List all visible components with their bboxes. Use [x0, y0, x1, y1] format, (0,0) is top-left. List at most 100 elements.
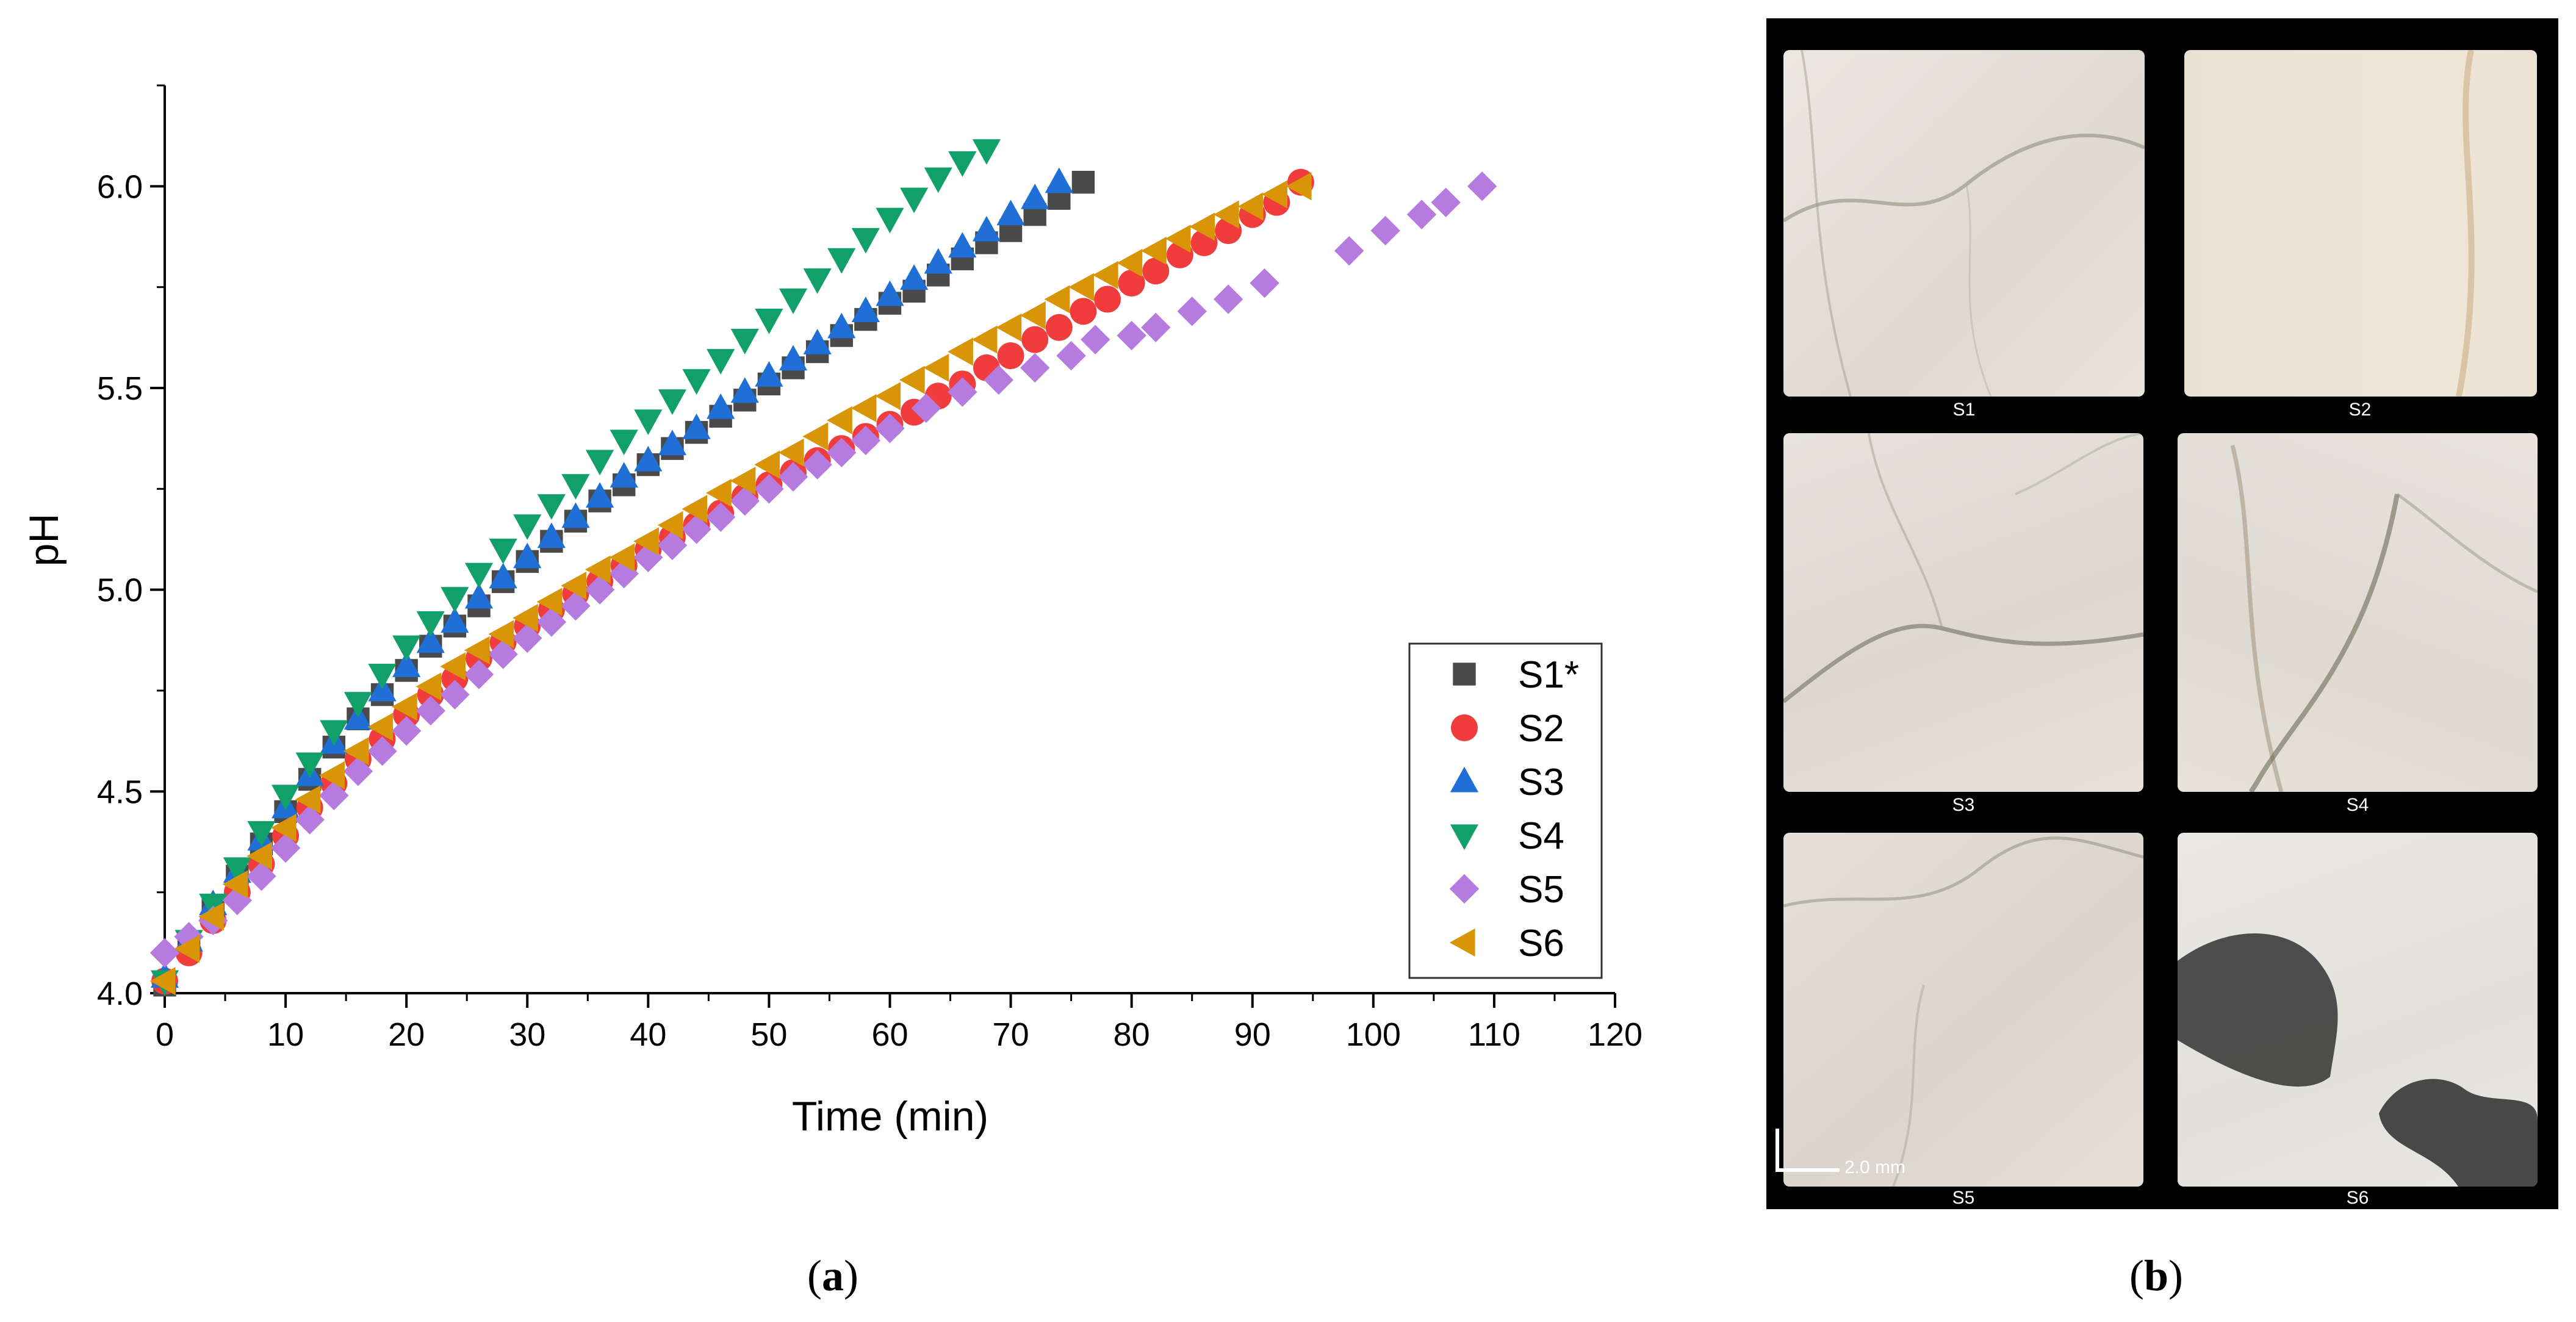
data-point: [441, 587, 469, 613]
data-point: [149, 967, 176, 996]
data-point: [899, 365, 925, 394]
x-tick-label: 90: [1234, 1016, 1271, 1053]
data-point: [633, 527, 659, 556]
data-point: [803, 268, 832, 294]
data-point: [489, 562, 517, 589]
data-point: [1431, 187, 1461, 217]
data-point: [923, 353, 949, 383]
series-s2: [151, 168, 1314, 995]
data-point: [803, 329, 832, 354]
data-point: [1165, 225, 1191, 253]
sample-photo-s1: [1783, 50, 2145, 397]
data-point: [1021, 326, 1049, 353]
data-point: [911, 393, 941, 423]
data-point: [1142, 257, 1170, 285]
data-point: [778, 438, 804, 467]
data-point: [707, 349, 735, 375]
legend-marker: [1453, 663, 1476, 686]
sample-label-s5: S5: [1952, 1188, 1975, 1208]
data-point: [489, 538, 517, 564]
data-point: [875, 382, 901, 411]
data-point: [657, 530, 688, 561]
data-point: [295, 805, 325, 835]
data-point: [1213, 200, 1239, 229]
sample-label-s6: S6: [2346, 1188, 2369, 1208]
data-point: [367, 736, 397, 766]
data-point: [536, 587, 563, 616]
data-point: [391, 692, 417, 721]
data-point: [1056, 340, 1086, 371]
data-point: [948, 151, 977, 177]
data-point: [924, 167, 952, 193]
data-point: [367, 713, 394, 741]
sample-label-s3: S3: [1952, 795, 1975, 815]
legend-label: S5: [1518, 869, 1564, 911]
data-point: [295, 752, 324, 778]
data-point: [513, 514, 542, 541]
panel-b-letter: b: [2143, 1251, 2169, 1300]
legend-marker: [1450, 766, 1479, 792]
legend-marker: [1450, 824, 1479, 850]
panel-b-caption: (b): [2129, 1251, 2184, 1300]
sample-photo-s6: [2178, 833, 2538, 1187]
data-point: [827, 312, 856, 339]
data-point: [513, 623, 542, 653]
data-point: [682, 495, 708, 523]
y-tick-label: 4.0: [97, 975, 143, 1012]
x-tick-label: 20: [388, 1016, 425, 1053]
legend-label: S1*: [1518, 654, 1579, 696]
data-point: [778, 462, 808, 492]
data-point: [1467, 171, 1497, 201]
data-point: [1081, 325, 1110, 354]
data-point: [730, 329, 759, 354]
sample-label-s1: S1: [1952, 400, 1976, 420]
x-tick-label: 30: [509, 1016, 545, 1053]
data-point: [1092, 260, 1118, 289]
data-point: [1213, 284, 1243, 314]
x-tick-label: 70: [993, 1016, 1029, 1053]
sample-label-s4: S4: [2346, 795, 2369, 815]
data-point: [754, 450, 780, 479]
legend-label: S6: [1518, 922, 1564, 965]
x-tick-label: 60: [871, 1016, 908, 1053]
data-point: [1237, 192, 1264, 221]
data-point: [1334, 235, 1364, 266]
data-point: [464, 659, 494, 689]
data-point: [1370, 215, 1400, 246]
data-point: [271, 785, 300, 811]
data-point: [198, 902, 224, 931]
data-point: [1141, 312, 1171, 342]
data-point: [1262, 180, 1287, 209]
data-point: [174, 935, 200, 963]
sample-s3-veins: [1783, 433, 2143, 703]
data-point: [984, 365, 1013, 395]
data-point: [536, 607, 567, 637]
data-point: [802, 422, 829, 451]
data-point: [295, 785, 321, 814]
data-point: [705, 478, 732, 508]
data-point: [343, 737, 369, 766]
data-point: [779, 345, 808, 371]
sample-photo-grid: S1 S2 S3 S4 S5 S6 2.0 mm: [1766, 18, 2558, 1209]
data-point: [682, 369, 711, 395]
data-point: [730, 486, 760, 516]
data-point: [222, 870, 248, 899]
x-tick-label: 80: [1114, 1016, 1150, 1053]
data-point: [368, 663, 397, 689]
data-point: [634, 445, 663, 472]
data-point: [1021, 183, 1049, 209]
sample-label-s2: S2: [2348, 400, 2372, 420]
sample-s1-veins: [1783, 50, 2145, 397]
x-tick-label: 10: [267, 1016, 304, 1053]
data-point: [658, 389, 687, 415]
data-point: [924, 248, 952, 274]
chart-marks: [149, 139, 1497, 997]
series-s6: [149, 172, 1312, 996]
data-point: [537, 522, 566, 548]
data-point: [610, 462, 638, 488]
data-point: [876, 207, 904, 234]
data-point: [972, 215, 1001, 242]
data-point: [609, 543, 635, 572]
x-tick-label: 0: [156, 1016, 174, 1053]
data-point: [657, 511, 683, 539]
